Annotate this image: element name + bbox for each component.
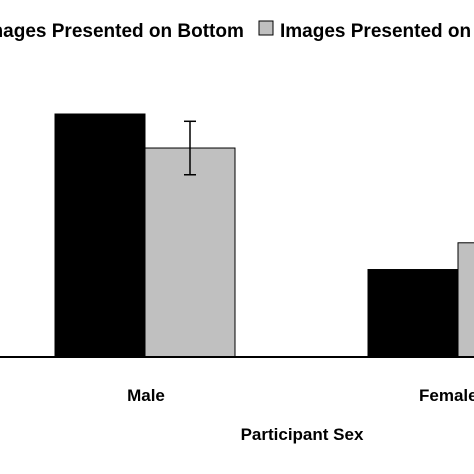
legend-swatch-top bbox=[258, 20, 274, 36]
bars-group bbox=[54, 113, 474, 358]
legend: Images Presented on Bottom Images Presen… bbox=[0, 20, 474, 42]
bar-male-series-2 bbox=[144, 147, 236, 358]
bar-female-series-1 bbox=[367, 269, 459, 358]
legend-label-top: Images Presented on Top bbox=[280, 21, 474, 42]
x-tick-label-male: Male bbox=[127, 386, 165, 405]
legend-label-bottom: Images Presented on Bottom bbox=[0, 21, 244, 42]
bar-female-series-2 bbox=[457, 242, 474, 358]
bar-male-series-1 bbox=[54, 113, 146, 358]
x-axis-title: Participant Sex bbox=[241, 425, 364, 444]
x-tick-label-female: Female bbox=[419, 386, 474, 405]
error-bars-group bbox=[184, 120, 196, 176]
